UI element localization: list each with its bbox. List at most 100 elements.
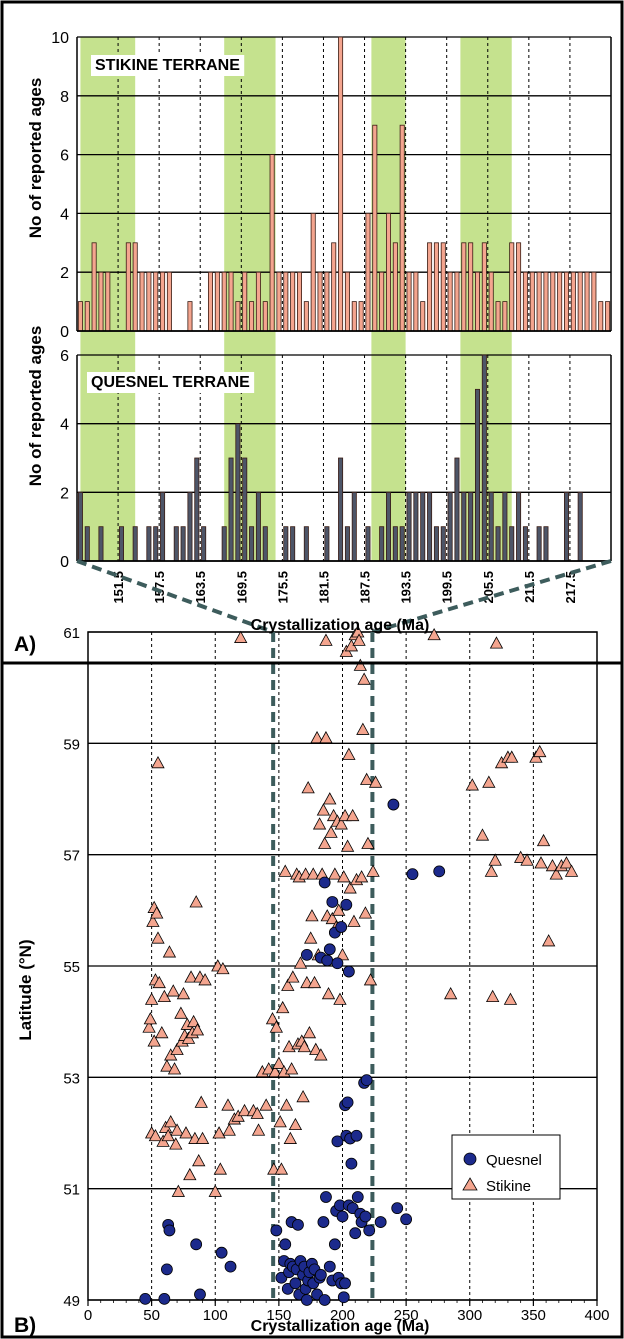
stikine-point-132 [353,658,367,671]
stikine-point-147 [484,864,499,877]
stikine-bar-36 [365,212,371,332]
connector-left [76,559,274,634]
quesnel-bar-31 [399,526,405,562]
stikine-bar-26 [296,271,302,332]
stikine-point-145 [475,828,490,841]
quesnel-point-75 [331,957,344,970]
panel-a-x-tick-9: 205.5 [481,571,496,604]
stikine-point-154 [505,750,519,763]
quesnel-point-77 [340,898,353,911]
stikine-bar-61 [536,271,542,332]
stikine-point-73 [278,864,292,877]
stikine-point-91 [302,1025,317,1039]
stikine-bar-55 [495,301,501,332]
stikine-y-tick-4: 8 [60,89,69,106]
stikine-point-42 [192,1153,206,1167]
stikine-bar-70 [598,301,604,332]
stikine-point-165 [559,856,574,869]
stikine-bar-42 [406,271,412,332]
stikine-point-117 [334,817,348,830]
stikine-point-122 [340,839,355,852]
stikine-point-108 [323,792,337,805]
stikine-bar-39 [385,212,391,332]
stikine-point-8 [148,1128,163,1142]
stikine-bar-60 [529,271,535,332]
quesnel-bar-3 [119,526,125,562]
panel-a-x-tick-4: 175.5 [275,571,290,604]
quesnel-point-18 [289,1277,302,1290]
quesnel-bar-38 [447,491,453,562]
stikine-bar-31 [331,242,337,332]
scatter-y-tick-6: 61 [63,625,80,642]
stikine-point-45 [195,1131,210,1144]
quesnel-bar-19 [262,526,268,562]
quesnel-y-axis-label: No of reported ages [26,326,45,487]
stikine-point-27 [171,1184,186,1197]
stikine-point-36 [184,970,198,983]
quesnel-point-63 [360,1074,373,1087]
quesnel-bar-24 [338,457,344,562]
stikine-point-137 [360,772,374,785]
stikine-point-41 [190,1023,205,1036]
stikine-y-tick-0: 0 [60,324,69,341]
stikine-point-99 [312,817,327,830]
stikine-bar-51 [468,242,474,332]
stikine-point-97 [310,730,324,744]
stikine-point-148 [485,989,500,1003]
quesnel-bar-2 [98,526,104,562]
stikine-point-131 [352,633,366,646]
stikine-point-116 [333,992,347,1005]
quesnel-bar-10 [187,491,193,562]
quesnel-point-76 [335,921,348,933]
stikine-point-51 [216,961,230,975]
panel-a-label: A) [14,633,36,656]
stikine-bar-14 [214,271,220,332]
quesnel-bar-53 [577,491,583,562]
quesnel-bar-47 [509,526,515,562]
stikine-point-123 [342,747,356,760]
stikine-bar-20 [255,271,261,332]
stikine-bar-56 [502,301,508,332]
stikine-title: STIKINE TERRANE [95,57,240,74]
stikine-point-159 [534,856,548,869]
stikine-point-156 [520,853,534,866]
quesnel-bar-34 [420,491,426,562]
stikine-bar-2 [91,242,97,332]
quesnel-bar-13 [221,526,227,562]
quesnel-bar-20 [283,526,289,562]
stikine-point-93 [305,909,319,922]
panel-a-x-tick-6: 187.5 [358,571,373,604]
stikine-point-127 [347,914,361,927]
stikine-point-11 [151,931,165,944]
stikine-point-158 [533,744,547,758]
stikine-bar-25 [290,271,296,332]
quesnel-point-37 [320,1191,332,1203]
stikine-point-107 [321,986,336,1000]
quesnel-bar-16 [242,457,248,562]
stikine-bar-12 [187,301,193,332]
quesnel-point-67 [400,1213,413,1226]
quesnel-bar-28 [379,526,385,562]
stikine-point-0 [142,1020,156,1033]
legend-stikine-marker [462,1177,478,1191]
stikine-point-143 [443,986,458,1000]
stikine-bar-28 [310,212,316,332]
quesnel-point-64 [363,1224,376,1237]
stikine-bar-63 [550,271,556,332]
quesnel-point-57 [350,1129,363,1142]
stikine-point-25 [170,1123,184,1136]
stikine-point-38 [186,1014,201,1028]
panel-a-x-axis-label: Crystallization age (Ma) [251,617,430,634]
connector-guides [76,559,612,634]
quesnel-point-34 [314,1269,327,1281]
stikine-point-126 [346,808,360,822]
stikine-point-69 [273,1115,287,1128]
panel-a-x-tick-8: 199.5 [440,571,455,604]
stikine-point-139 [363,973,378,986]
stikine-bar-4 [105,271,111,332]
quesnel-point-78 [342,965,355,978]
legend-quesnel-marker [463,1152,477,1166]
quesnel-point-66 [391,1202,404,1215]
scatter-x-tick-0: 0 [84,1307,92,1324]
